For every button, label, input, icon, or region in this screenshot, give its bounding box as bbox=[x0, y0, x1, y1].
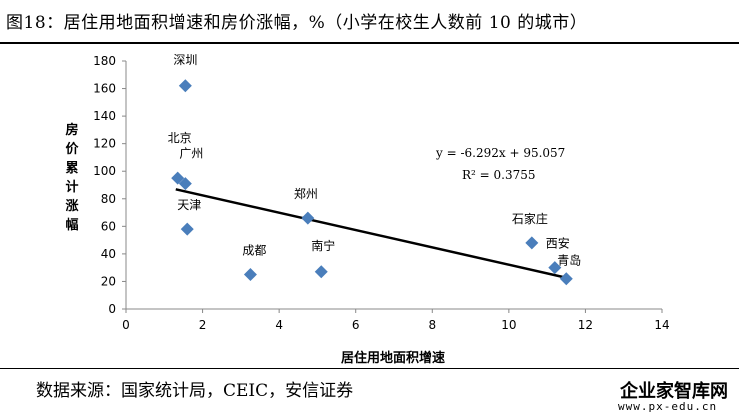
data-point bbox=[243, 268, 257, 282]
data-point bbox=[178, 177, 192, 191]
data-point bbox=[548, 261, 562, 275]
point-label: 南宁 bbox=[311, 238, 335, 253]
data-points bbox=[171, 79, 573, 286]
y-ticks: 0 20 40 60 80 100 120 140 160 180 bbox=[93, 54, 126, 316]
point-label: 西安 bbox=[546, 236, 570, 251]
y-axis-label: 房价累计涨幅 bbox=[64, 122, 79, 233]
point-label: 北京 bbox=[168, 131, 192, 145]
x-axis-label: 居住用地面积增速 bbox=[341, 350, 445, 366]
data-point bbox=[314, 265, 328, 279]
point-label: 成都 bbox=[242, 244, 266, 258]
data-point bbox=[180, 222, 194, 236]
top-divider bbox=[0, 42, 739, 44]
data-point bbox=[171, 171, 185, 185]
x-tick-label: 6 bbox=[352, 318, 360, 332]
x-tick-label: 10 bbox=[501, 318, 516, 332]
y-tick-label: 20 bbox=[101, 274, 116, 288]
point-label: 深圳 bbox=[173, 53, 197, 67]
y-tick-label: 0 bbox=[108, 302, 116, 316]
watermark-url: www.px-edu.cn bbox=[618, 400, 718, 413]
y-tick-label: 140 bbox=[93, 109, 116, 123]
trendline bbox=[175, 188, 567, 279]
x-tick-label: 14 bbox=[654, 318, 669, 332]
r-squared: R² = 0.3755 bbox=[462, 168, 536, 182]
point-label: 天津 bbox=[177, 198, 201, 212]
data-point bbox=[525, 236, 539, 250]
point-label: 石家庄 bbox=[512, 211, 548, 226]
x-ticks: 0 2 4 6 8 10 12 14 bbox=[122, 309, 670, 332]
y-tick-label: 180 bbox=[93, 54, 116, 68]
point-label: 广州 bbox=[179, 147, 203, 161]
trend-equation: y = -6.292x + 95.057 bbox=[435, 146, 565, 160]
bottom-divider bbox=[0, 368, 739, 369]
y-tick-label: 160 bbox=[93, 82, 116, 96]
y-tick-label: 100 bbox=[93, 164, 116, 178]
x-tick-label: 8 bbox=[428, 318, 436, 332]
x-tick-label: 0 bbox=[122, 318, 130, 332]
y-tick-label: 60 bbox=[101, 219, 116, 233]
x-tick-label: 12 bbox=[578, 318, 593, 332]
scatter-chart: 0 20 40 60 80 100 120 140 160 180 0 2 4 6 8 10 12 14 深圳北… bbox=[64, 53, 670, 366]
source-note: 数据来源：国家统计局，CEIC，安信证券 bbox=[36, 381, 354, 401]
y-tick-label: 80 bbox=[101, 192, 116, 206]
data-point bbox=[559, 272, 573, 286]
y-tick-label: 120 bbox=[93, 137, 116, 151]
chart-title: 图18：居住用地面积增速和房价涨幅，%（小学在校生人数前 10 的城市） bbox=[6, 13, 588, 33]
data-point bbox=[178, 79, 192, 93]
axes bbox=[125, 61, 662, 310]
x-tick-label: 2 bbox=[199, 318, 207, 332]
x-tick-label: 4 bbox=[275, 318, 283, 332]
data-point bbox=[301, 211, 315, 225]
point-label: 郑州 bbox=[294, 186, 318, 201]
point-label: 青岛 bbox=[557, 253, 581, 268]
y-tick-label: 40 bbox=[101, 247, 116, 261]
watermark-name: 企业家智库网 bbox=[620, 381, 728, 402]
